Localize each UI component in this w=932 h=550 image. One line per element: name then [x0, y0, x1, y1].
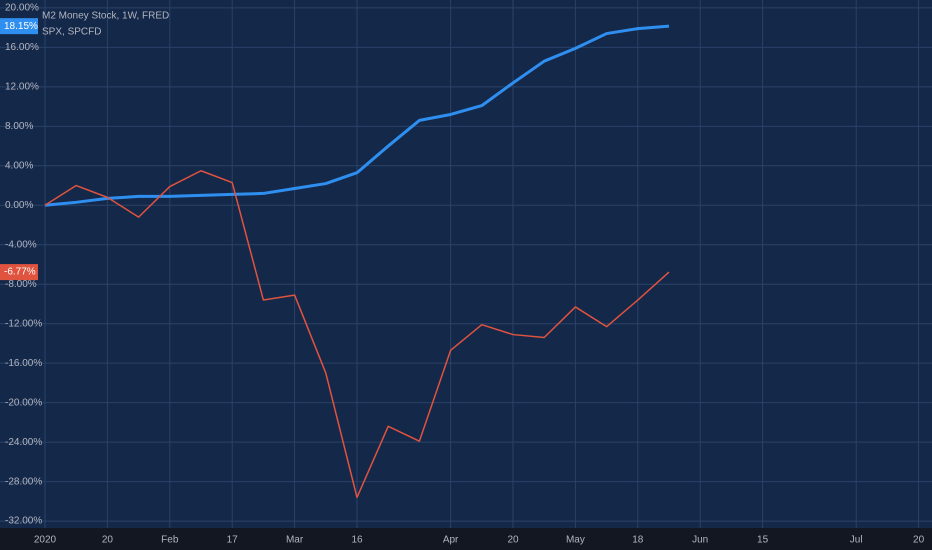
last-value-badge — [0, 264, 38, 281]
last-value-label: 18.15% — [4, 21, 38, 32]
y-tick-label: 4.00% — [5, 160, 33, 171]
y-tick-label: 20.00% — [5, 3, 39, 14]
x-tick-label: Jul — [850, 535, 863, 546]
x-tick-label: 15 — [757, 535, 769, 546]
x-tick-label: 18 — [632, 535, 644, 546]
y-tick-label: 12.00% — [5, 81, 39, 92]
y-tick-label: -32.00% — [5, 516, 42, 527]
series-line — [44, 24, 670, 207]
x-tick-label: May — [566, 535, 585, 546]
x-tick-label: 20 — [102, 535, 114, 546]
y-tick-label: -20.00% — [5, 397, 42, 408]
x-axis-strip — [0, 528, 932, 550]
plot-background — [0, 0, 932, 528]
x-tick-label: 17 — [227, 535, 239, 546]
series-line — [44, 169, 670, 499]
x-tick-label: 2020 — [34, 535, 57, 546]
y-tick-label: 0.00% — [5, 200, 33, 211]
y-tick-label: 8.00% — [5, 121, 33, 132]
y-tick-label: -24.00% — [5, 437, 42, 448]
x-tick-label: Mar — [286, 535, 304, 546]
last-value-badge — [0, 18, 38, 35]
y-tick-label: -4.00% — [5, 239, 37, 250]
legend-entry: M2 Money Stock, 1W, FRED — [42, 11, 169, 22]
y-tick-label: -28.00% — [5, 476, 42, 487]
y-tick-label: -12.00% — [5, 318, 42, 329]
x-tick-label: Jun — [692, 535, 708, 546]
x-tick-label: 20 — [913, 535, 925, 546]
x-tick-label: 16 — [351, 535, 363, 546]
legend-entry: SPX, SPCFD — [42, 27, 101, 38]
x-tick-label: 20 — [507, 535, 519, 546]
last-value-label: -6.77% — [4, 267, 36, 278]
y-tick-label: -8.00% — [5, 279, 37, 290]
y-tick-label: 16.00% — [5, 42, 39, 53]
x-tick-label: Apr — [443, 535, 459, 546]
x-tick-label: Feb — [161, 535, 179, 546]
y-tick-label: -16.00% — [5, 358, 42, 369]
